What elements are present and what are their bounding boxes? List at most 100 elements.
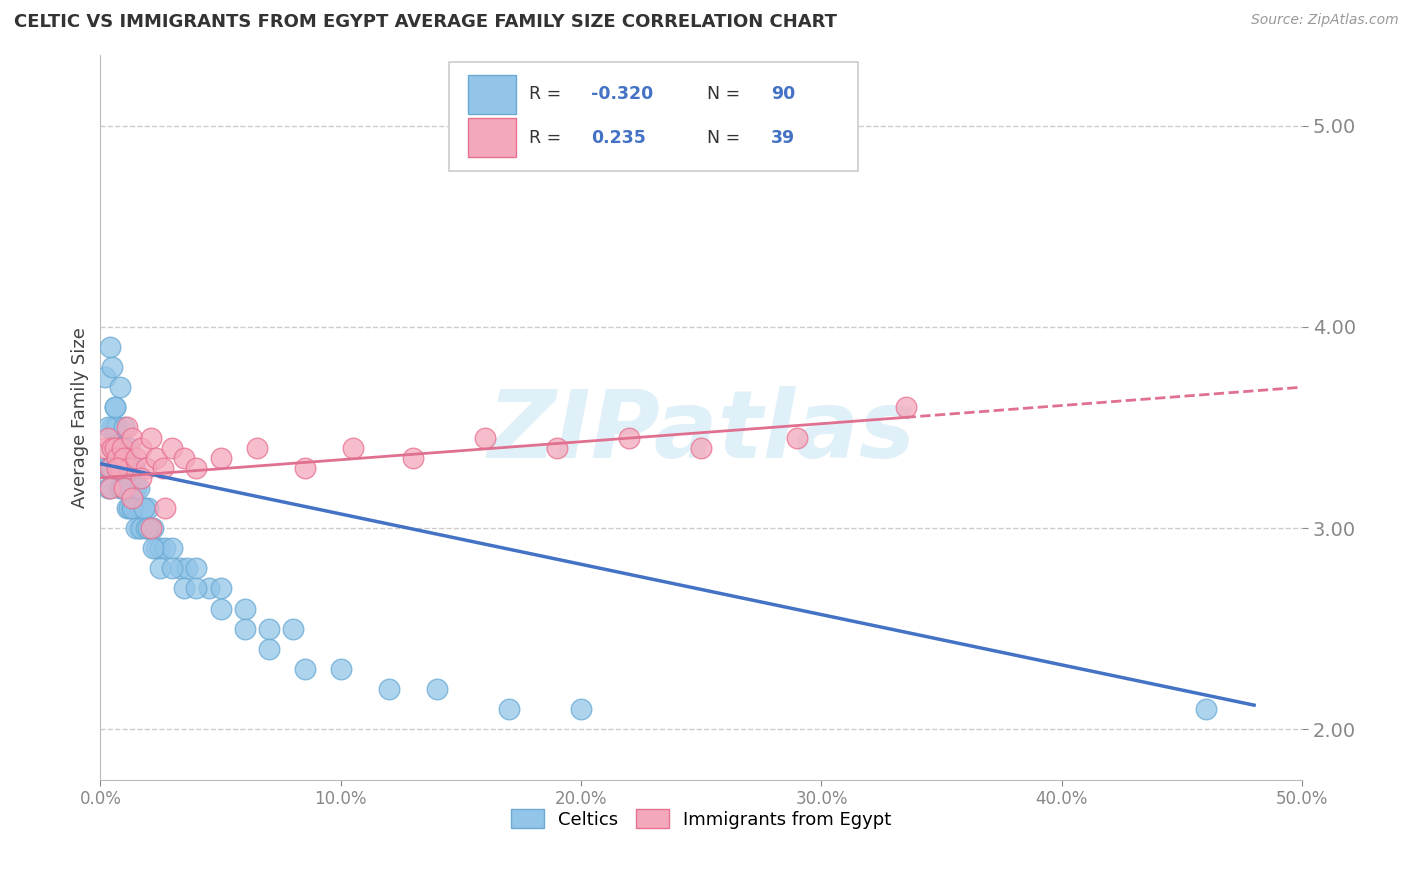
Point [121,430,143,444]
Point [149,561,172,575]
Point [546,441,568,455]
FancyBboxPatch shape [468,118,516,157]
Point [162,561,184,575]
Text: R =: R = [530,128,567,146]
Point [121,481,143,495]
Point [122,481,145,495]
Point [121,491,143,505]
Point [139,521,162,535]
Point [101,441,124,455]
Text: CELTIC VS IMMIGRANTS FROM EGYPT AVERAGE FAMILY SIZE CORRELATION CHART: CELTIC VS IMMIGRANTS FROM EGYPT AVERAGE … [14,13,837,31]
Point [111,460,134,475]
Point [257,641,280,656]
Point [125,500,148,515]
Point [138,521,160,535]
Point [162,541,184,556]
Point [115,500,138,515]
Point [97,460,120,475]
Point [94,441,117,455]
Point [104,441,127,455]
Point [197,582,219,596]
Point [104,401,127,415]
Point [105,460,128,475]
Point [186,460,208,475]
Point [98,481,121,495]
Point [138,521,160,535]
Point [112,481,135,495]
Point [97,430,120,444]
Point [111,481,134,495]
Point [139,521,162,535]
FancyBboxPatch shape [449,62,858,171]
Point [97,481,120,495]
Point [129,441,152,455]
Point [128,500,150,515]
Point [112,481,135,495]
Point [186,582,208,596]
Point [122,500,145,515]
Text: N =: N = [707,128,747,146]
Point [145,450,167,465]
Y-axis label: Average Family Size: Average Family Size [72,327,89,508]
Point [98,460,121,475]
Point [97,420,120,434]
Point [342,441,364,455]
Text: R =: R = [530,86,567,103]
Text: N =: N = [707,86,747,103]
Text: 90: 90 [770,86,796,103]
Point [129,500,152,515]
Point [98,460,121,475]
Point [329,662,352,676]
Point [112,460,135,475]
Point [152,460,174,475]
Point [125,450,148,465]
Text: Source: ZipAtlas.com: Source: ZipAtlas.com [1251,13,1399,28]
Point [894,401,917,415]
Point [122,460,145,475]
Point [121,500,143,515]
Point [115,420,138,434]
Point [294,460,316,475]
Point [105,450,128,465]
Point [118,460,141,475]
Point [101,420,124,434]
Point [498,702,520,716]
Point [104,401,127,415]
Point [118,500,141,515]
Point [128,481,150,495]
Point [233,622,256,636]
Point [786,430,808,444]
Point [98,340,121,354]
Point [108,481,131,495]
Point [145,541,167,556]
Point [111,460,134,475]
Point [112,450,135,465]
Point [111,441,134,455]
Point [118,441,141,455]
Point [129,521,152,535]
Point [169,561,191,575]
Point [257,622,280,636]
Point [105,460,128,475]
Point [121,500,143,515]
Point [569,702,592,716]
Point [101,460,124,475]
Point [245,441,267,455]
Point [690,441,713,455]
Point [173,582,195,596]
Point [115,460,138,475]
Point [94,460,117,475]
Point [115,481,138,495]
Point [402,450,425,465]
Point [98,481,121,495]
Text: 0.235: 0.235 [591,128,645,146]
Point [118,481,141,495]
Point [1195,702,1218,716]
Point [101,360,124,375]
Point [108,380,131,394]
Text: 39: 39 [770,128,796,146]
Point [128,521,150,535]
Point [209,450,232,465]
Point [426,681,449,696]
Point [281,622,304,636]
